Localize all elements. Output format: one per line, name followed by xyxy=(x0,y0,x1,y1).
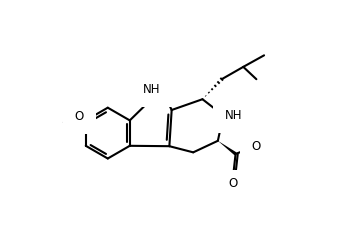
Text: O: O xyxy=(75,109,84,122)
Text: O: O xyxy=(229,176,238,189)
Text: NH: NH xyxy=(143,83,160,96)
Text: O: O xyxy=(252,139,261,152)
Text: NH: NH xyxy=(225,109,242,122)
Polygon shape xyxy=(218,141,237,156)
